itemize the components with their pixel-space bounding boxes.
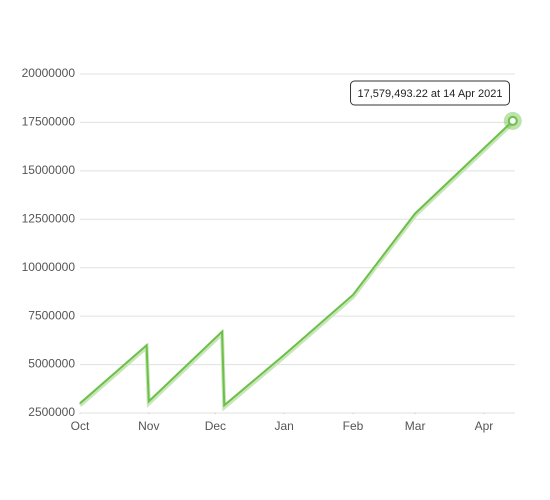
y-tick-label: 15000000 [22,163,76,177]
x-tick-label: Dec [205,419,226,433]
line [79,120,514,408]
tooltip-text: 17,579,493.22 at 14 Apr 2021 [358,88,503,100]
tooltip: 17,579,493.22 at 14 Apr 2021 [350,80,510,106]
y-tick-label: 17500000 [22,115,76,129]
x-tick-label: Apr [475,419,494,433]
y-tick-label: 12500000 [22,211,76,225]
y-tick-label: 5000000 [28,357,75,371]
x-tick-label: Feb [343,419,364,433]
highlight-point [507,115,518,126]
x-tick-label: Nov [138,419,159,433]
y-tick-label: 2500000 [28,405,75,419]
tooltip-box [350,80,510,106]
x-tick-label: Oct [71,419,90,433]
y-tick-label: 20000000 [22,66,76,80]
x-tick-label: Jan [275,419,294,433]
y-tick-label: 10000000 [22,260,76,274]
x-tick-label: Mar [405,419,426,433]
y-tick-label: 7500000 [28,308,75,322]
